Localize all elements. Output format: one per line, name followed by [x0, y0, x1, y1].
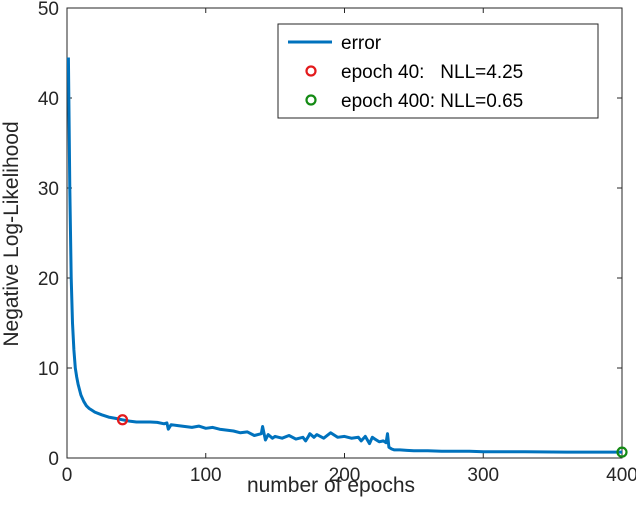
y-tick-label: 30: [38, 179, 59, 200]
legend-marker-swatch: [305, 65, 317, 77]
y-tick-label: 0: [48, 449, 59, 470]
series-line-error: [66, 57, 622, 454]
x-tick-label: 400: [606, 465, 636, 486]
x-axis-title: number of epochs: [247, 474, 415, 497]
x-tick-label: 0: [62, 465, 73, 486]
marker-point: [116, 414, 129, 426]
y-tick-label: 50: [38, 0, 59, 20]
y-tick-label: 10: [38, 359, 59, 380]
y-axis-title: Negative Log-Likelihood: [0, 121, 23, 346]
legend-label: error: [341, 33, 382, 54]
y-tick-label: 40: [38, 89, 59, 110]
legend-box: [277, 23, 599, 119]
legend-label: epoch 40: NLL=4.25: [341, 62, 523, 83]
legend: error epoch 40: NLL=4.25 epoch 400: NLL=0.…: [277, 23, 599, 119]
legend-marker-swatch: [305, 94, 317, 106]
marker-point: [616, 446, 628, 458]
x-tick-label: 100: [190, 465, 222, 486]
x-tick-label: 200: [329, 465, 361, 486]
legend-label: epoch 400: NLL=0.65: [341, 91, 523, 112]
x-tick-label: 300: [467, 465, 499, 486]
y-tick-label: 20: [38, 269, 59, 290]
